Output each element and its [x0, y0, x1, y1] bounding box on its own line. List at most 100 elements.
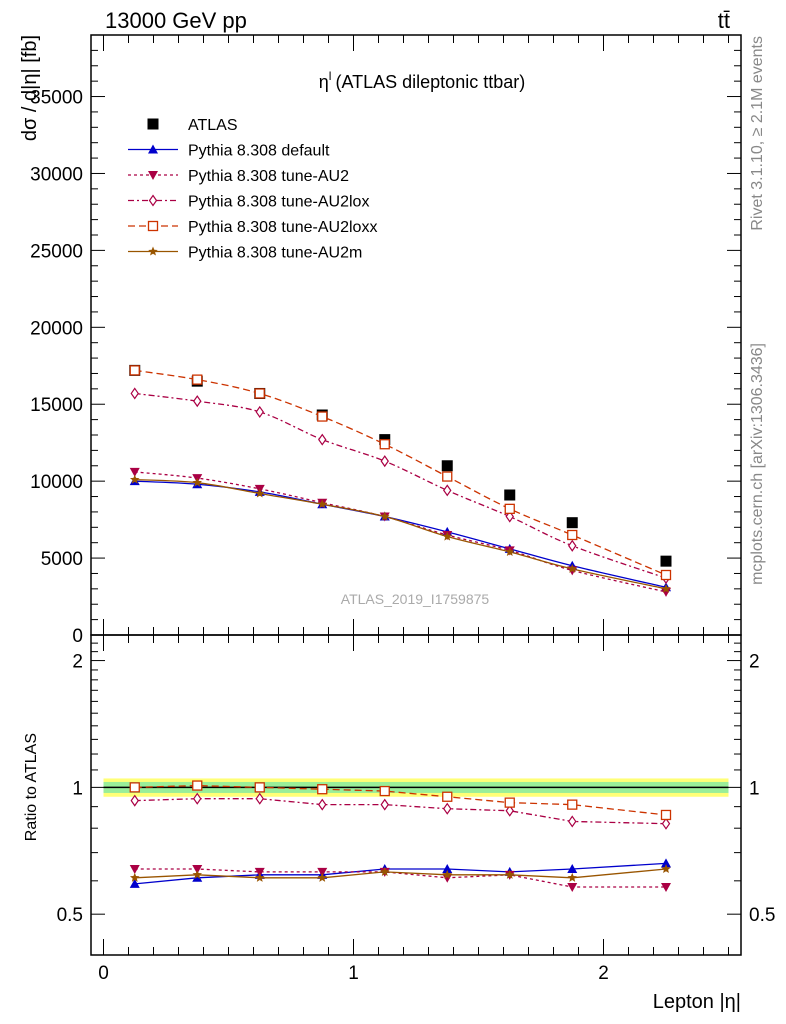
legend-label-pythia-8-308-tune-au2lox: Pythia 8.308 tune-AU2lox — [188, 194, 369, 211]
series-point-pythia-8-308-tune-au2m — [504, 546, 515, 556]
series-point-pythia-8-308-tune-au2lox — [505, 510, 514, 523]
ratio-point-pythia-8-308-tune-au2m — [254, 872, 265, 882]
legend-label-pythia-8-308-tune-au2m: Pythia 8.308 tune-AU2m — [188, 245, 362, 262]
ratio-point-pythia-8-308-default — [567, 864, 578, 874]
series-point-pythia-8-308-tune-au2m — [567, 563, 578, 573]
series-point-pythia-8-308-tune-au2loxx — [442, 471, 453, 482]
ratio-point-pythia-8-308-tune-au2loxx — [504, 797, 515, 808]
series-point-pythia-8-308-tune-au2loxx — [192, 374, 203, 385]
legend-label-pythia-8-308-tune-au2: Pythia 8.308 tune-AU2 — [188, 168, 349, 185]
ratio-point-pythia-8-308-tune-au2loxx — [379, 785, 390, 797]
ratio-axis-ticks: 0.5 0.5 1 1 2 2 0 1 2 — [57, 635, 775, 984]
ratio-point-pythia-8-308-tune-au2m — [661, 864, 671, 874]
ratio-point-pythia-8-308-tune-au2m — [379, 866, 390, 876]
main-ylabel: dσ / d|η| [fb] — [19, 35, 41, 141]
ratio-line-pythia-8-308-tune-au2 — [134, 868, 666, 888]
series-point-pythia-8-308-tune-au2 — [661, 587, 671, 597]
legend-marker-pythia-8-308-tune-au2 — [148, 171, 158, 180]
ratio-point-pythia-8-308-tune-au2 — [442, 873, 453, 883]
ratio-ytick-label-right: 0.5 — [749, 905, 775, 926]
ratio-series-group — [129, 780, 672, 893]
series-point-pythia-8-308-tune-au2lox — [130, 387, 139, 400]
ratio-xtick-label: 2 — [598, 963, 609, 984]
ratio-point-pythia-8-308-default — [192, 872, 203, 882]
legend-marker-pythia-8-308-tune-au2loxx — [147, 220, 159, 232]
ratio-point-pythia-8-308-tune-au2lox — [661, 817, 671, 830]
atlas-data-point — [504, 489, 516, 501]
series-point-pythia-8-308-tune-au2lox — [380, 455, 389, 468]
ratio-point-pythia-8-308-tune-au2loxx — [567, 799, 578, 810]
ratio-point-pythia-8-308-tune-au2loxx — [317, 784, 328, 795]
atlas-data-point — [566, 517, 578, 529]
ratio-ytick-label-left: 2 — [72, 652, 83, 673]
ratio-point-pythia-8-308-tune-au2 — [254, 867, 265, 877]
ratio-line-pythia-8-308-tune-au2lox — [134, 798, 667, 825]
chart-title-rest: (ATLAS dileptonic ttbar) — [335, 72, 525, 92]
ratio-point-pythia-8-308-default — [442, 864, 453, 874]
ratio-point-pythia-8-308-tune-au2loxx — [192, 780, 203, 791]
chart-title: ηl (ATLAS dileptonic ttbar) — [319, 69, 525, 92]
series-point-pythia-8-308-tune-au2loxx — [660, 569, 672, 581]
ratio-point-pythia-8-308-tune-au2lox — [568, 815, 577, 828]
ratio-point-pythia-8-308-default — [661, 858, 671, 868]
main-ytick-label: 25000 — [30, 241, 83, 262]
ratio-xtick-label: 1 — [348, 963, 359, 984]
ratio-point-pythia-8-308-tune-au2loxx — [660, 809, 672, 821]
ratio-point-pythia-8-308-tune-au2lox — [318, 798, 327, 811]
chart-title-sup: l — [329, 69, 332, 83]
main-series-group — [129, 364, 672, 597]
ratio-line-pythia-8-308-tune-au2loxx — [134, 784, 667, 816]
ratio-point-pythia-8-308-tune-au2loxx — [254, 782, 265, 793]
series-point-pythia-8-308-tune-au2lox — [568, 539, 577, 552]
ratio-point-pythia-8-308-tune-au2lox — [443, 802, 452, 815]
atlas-data-point — [660, 555, 672, 567]
ratio-ytick-label-right: 2 — [749, 652, 760, 673]
chart-title-main: η — [319, 72, 329, 92]
series-line-pythia-8-308-tune-au2m — [134, 478, 667, 590]
series-point-pythia-8-308-tune-au2m — [254, 488, 265, 498]
ratio-point-pythia-8-308-tune-au2 — [661, 883, 671, 893]
series-line-pythia-8-308-tune-au2 — [134, 471, 667, 593]
ratio-point-pythia-8-308-tune-au2m — [317, 872, 328, 882]
legend: ATLAS Pythia 8.308 default Pythia 8.308 tu… — [128, 117, 377, 262]
ratio-point-pythia-8-308-tune-au2lox — [255, 792, 264, 805]
main-ytick-label: 10000 — [30, 472, 83, 493]
atlas-data-point — [441, 460, 453, 472]
series-point-pythia-8-308-tune-au2loxx — [379, 439, 390, 450]
ratio-point-pythia-8-308-tune-au2lox — [380, 798, 389, 811]
legend-marker-pythia-8-308-tune-au2lox — [148, 194, 158, 207]
series-line-pythia-8-308-tune-au2loxx — [134, 369, 667, 576]
series-point-pythia-8-308-tune-au2lox — [255, 405, 264, 418]
series-line-pythia-8-308-tune-au2lox — [134, 392, 667, 579]
process-label: tt̄ — [718, 8, 730, 33]
main-ytick-label: 15000 — [30, 395, 83, 416]
energy-label: 13000 GeV pp — [105, 8, 247, 33]
main-ytick-label: 20000 — [30, 318, 83, 339]
ratio-point-pythia-8-308-tune-au2loxx — [442, 791, 453, 802]
legend-label-pythia-8-308-tune-au2loxx: Pythia 8.308 tune-AU2loxx — [188, 219, 377, 236]
series-point-pythia-8-308-tune-au2loxx — [317, 411, 328, 422]
ratio-point-pythia-8-308-tune-au2 — [192, 865, 203, 875]
ratio-point-pythia-8-308-tune-au2 — [129, 865, 140, 875]
ratio-point-pythia-8-308-tune-au2lox — [505, 804, 514, 817]
main-axis-ticks: 0 5000 10000 15000 20000 25000 30000 35000 — [30, 35, 741, 647]
legend-label-pythia-8-308-default: Pythia 8.308 default — [188, 143, 330, 160]
series-point-pythia-8-308-tune-au2m — [192, 477, 203, 487]
ratio-ylabel: Ratio to ATLAS — [23, 733, 40, 841]
ratio-point-pythia-8-308-tune-au2m — [567, 872, 578, 882]
ratio-ytick-label-right: 1 — [749, 778, 760, 799]
analysis-watermark: ATLAS_2019_I1759875 — [341, 591, 490, 607]
series-point-pythia-8-308-tune-au2m — [379, 511, 390, 521]
mcplots-label: mcplots.cern.ch [arXiv:1306.3436] — [749, 343, 766, 585]
series-point-pythia-8-308-tune-au2loxx — [129, 365, 140, 376]
ratio-xlabel: Lepton |η| — [653, 991, 741, 1013]
legend-label-atlas: ATLAS — [188, 117, 238, 134]
ratio-point-pythia-8-308-tune-au2lox — [130, 794, 139, 807]
ratio-xtick-label: 0 — [98, 963, 109, 984]
ratio-panel-frame — [90, 634, 742, 956]
series-point-pythia-8-308-tune-au2loxx — [254, 388, 265, 399]
rivet-label: Rivet 3.1.10, ≥ 2.1M events — [749, 36, 766, 231]
ratio-ytick-label-left: 0.5 — [57, 905, 83, 926]
series-point-pythia-8-308-tune-au2 — [129, 467, 140, 477]
